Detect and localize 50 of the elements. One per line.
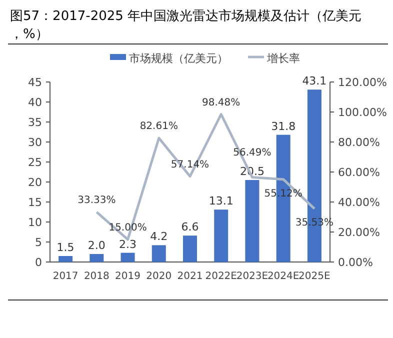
- data-label: 2.0: [88, 239, 106, 252]
- bar: [58, 256, 73, 262]
- bar: [183, 236, 197, 262]
- data-label: 82.61%: [140, 121, 178, 132]
- data-label: 13.1: [208, 194, 234, 208]
- x-tick-label: 2019: [115, 271, 141, 282]
- y2-tick-label: 80.00%: [338, 136, 380, 149]
- y-tick-label: 35: [28, 116, 42, 129]
- y-tick-label: 40: [28, 96, 42, 109]
- data-label: 6.6: [181, 220, 199, 234]
- y2-tick-label: 100.00%: [338, 106, 387, 119]
- y2-tick-label: 120.00%: [338, 76, 387, 89]
- y2-tick-label: 40.00%: [338, 196, 380, 209]
- x-tick-label: 2017: [52, 271, 78, 282]
- y-tick-label: 0: [35, 256, 42, 269]
- y2-tick-label: 60.00%: [338, 166, 380, 179]
- x-tick-label: 2024E: [267, 271, 300, 282]
- data-label: 57.14%: [170, 159, 210, 170]
- data-label: 15.00%: [108, 222, 147, 234]
- x-tick-label: 2021: [177, 271, 203, 282]
- y2-tick-label: 20.00%: [338, 226, 380, 239]
- legend-label: 增长率: [266, 52, 300, 65]
- data-label: 56.49%: [233, 147, 272, 158]
- data-label: 33.33%: [78, 195, 116, 206]
- y-tick-label: 5: [35, 236, 42, 249]
- data-label: 43.1: [302, 74, 327, 88]
- x-tick-label: 2023E: [236, 271, 268, 282]
- data-label: 2.3: [119, 238, 137, 251]
- data-label: 31.8: [271, 120, 296, 133]
- y-tick-label: 10: [28, 216, 42, 229]
- y2-tick-label: 0.00%: [338, 256, 373, 269]
- y-tick-label: 45: [28, 76, 42, 89]
- legend-label: 市场规模（亿美元）: [129, 52, 228, 65]
- bar: [214, 210, 228, 262]
- bar: [90, 254, 104, 262]
- y-tick-label: 15: [28, 196, 42, 209]
- data-label: 4.2: [150, 230, 168, 244]
- chart-title: 图57：2017-2025 年中国激光雷达市场规模及估计（亿美元，%）: [10, 8, 362, 42]
- bar: [152, 245, 166, 262]
- y-tick-label: 20: [28, 176, 42, 189]
- y-tick-label: 25: [28, 156, 42, 169]
- x-tick-label: 2022E: [205, 271, 237, 282]
- data-label: 1.5: [56, 241, 74, 254]
- x-tick-label: 2018: [84, 271, 110, 282]
- bar: [245, 180, 260, 262]
- x-tick-label: 2020: [146, 271, 172, 282]
- y-tick-label: 30: [28, 136, 42, 149]
- bar: [120, 252, 135, 262]
- data-label: 98.48%: [202, 97, 240, 108]
- x-tick-label: 2025E: [298, 271, 330, 282]
